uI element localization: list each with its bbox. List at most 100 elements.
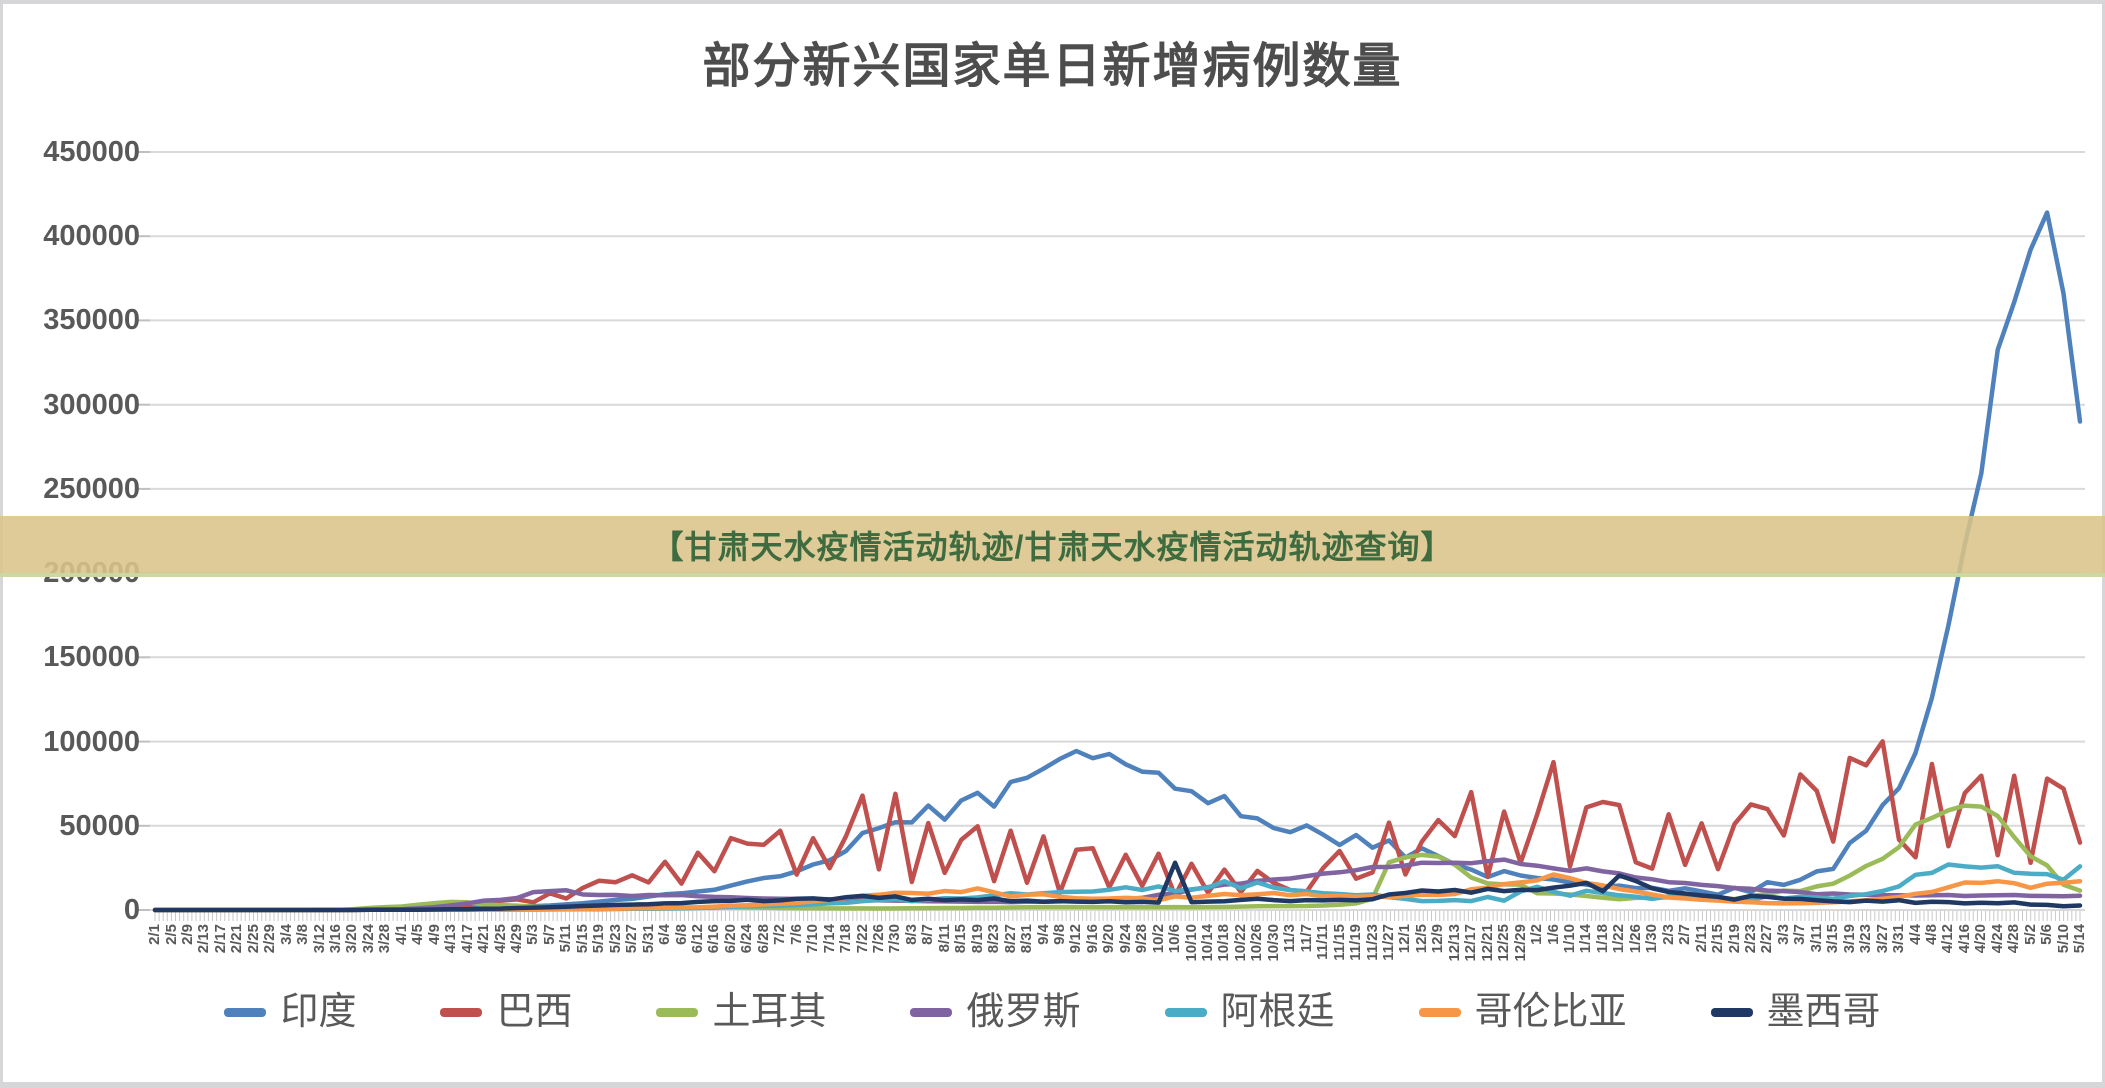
- x-axis-ticks: [154, 911, 2081, 921]
- y-axis-label: 100000: [43, 725, 140, 758]
- x-axis-label: 9/16: [1083, 924, 1101, 954]
- chart-legend: 印度 巴西 土耳其 俄罗斯 阿根廷 哥伦比亚 墨西哥: [0, 982, 2105, 1042]
- x-axis-label: 12/13: [1445, 924, 1463, 962]
- x-axis-label: 2/23: [1741, 924, 1759, 954]
- x-axis-label: 4/8: [1922, 924, 1940, 945]
- x-axis-label: 12/29: [1511, 924, 1529, 962]
- x-axis-label: 11/15: [1330, 924, 1348, 961]
- x-axis-label: 4/4: [1906, 924, 1924, 945]
- legend-swatch-mexico: [1710, 1007, 1753, 1017]
- x-axis-label: 10/10: [1182, 924, 1200, 962]
- x-axis-label: 9/12: [1067, 924, 1085, 954]
- x-axis-label: 4/5: [409, 924, 427, 945]
- x-axis-label: 4/25: [491, 924, 509, 954]
- x-axis-label: 12/9: [1429, 924, 1447, 954]
- x-axis-label: 8/31: [1018, 924, 1035, 954]
- x-axis-label: 9/24: [1116, 924, 1134, 954]
- promo-banner-text: 【甘肃天水疫情活动轨迹/甘肃天水疫情活动轨迹查询】: [651, 528, 1454, 565]
- x-axis-label: 8/23: [985, 924, 1003, 954]
- x-axis-label: 1/26: [1626, 924, 1644, 954]
- x-axis-label: 4/16: [1955, 924, 1973, 954]
- x-axis-label: 7/22: [853, 924, 871, 954]
- x-axis-label: 3/19: [1840, 924, 1858, 954]
- x-axis-label: 4/20: [1972, 924, 1990, 954]
- x-axis-label: 3/31: [1890, 924, 1907, 954]
- x-axis-label: 5/7: [540, 924, 558, 945]
- legend-label-mexico: 墨西哥: [1766, 991, 1881, 1033]
- x-axis-label: 2/29: [261, 924, 279, 954]
- chart-title: 部分新兴国家单日新增病例数量: [702, 40, 1403, 93]
- legend-swatch-argentina: [1164, 1007, 1207, 1017]
- x-axis-label: 11/7: [1297, 924, 1315, 953]
- legend-item-brazil: 巴西: [440, 992, 572, 1032]
- x-axis-label: 1/18: [1593, 924, 1611, 954]
- x-axis-label: 10/2: [1149, 924, 1167, 954]
- x-axis-label: 8/11: [935, 924, 953, 953]
- legend-item-russia: 俄罗斯: [910, 991, 1081, 1033]
- x-axis-label: 12/25: [1495, 924, 1513, 962]
- x-axis-label: 6/20: [721, 924, 739, 954]
- x-axis-label: 2/3: [1659, 924, 1677, 945]
- x-axis-label: 5/23: [606, 924, 624, 954]
- legend-swatch-brazil: [440, 1007, 483, 1017]
- x-axis-label: 3/7: [1791, 924, 1809, 945]
- x-axis-label: 10/6: [1166, 924, 1184, 954]
- x-axis-label: 3/3: [1774, 924, 1792, 945]
- x-axis-label: 2/25: [244, 924, 262, 954]
- x-axis-label: 11/27: [1380, 924, 1397, 961]
- x-axis-label: 4/21: [475, 924, 493, 954]
- x-axis-label: 12/5: [1412, 924, 1430, 954]
- x-axis-label: 3/16: [327, 924, 344, 954]
- x-axis-label: 5/27: [623, 924, 641, 954]
- legend-label-colombia: 哥伦比亚: [1474, 991, 1627, 1033]
- x-axis-label: 5/31: [639, 924, 657, 954]
- y-axis-label: 150000: [43, 641, 140, 674]
- y-axis-label: 300000: [43, 388, 140, 421]
- x-axis-label: 7/18: [837, 924, 854, 954]
- x-axis-label: 10/22: [1231, 924, 1249, 962]
- x-axis-label: 8/7: [919, 924, 937, 945]
- x-axis-label: 5/10: [2054, 924, 2072, 954]
- legend-label-turkey: 土耳其: [712, 991, 827, 1033]
- x-axis-label: 7/2: [771, 924, 789, 945]
- legend-swatch-russia: [910, 1007, 953, 1017]
- y-axis-label: 0: [123, 894, 140, 926]
- x-axis-label: 3/27: [1873, 924, 1891, 954]
- x-axis-label: 2/1: [146, 924, 163, 945]
- x-axis-label: 9/20: [1100, 924, 1118, 954]
- x-axis-label: 3/24: [359, 924, 377, 954]
- x-axis-label: 10/26: [1248, 924, 1266, 962]
- x-axis-label: 10/14: [1199, 924, 1216, 962]
- legend-label-argentina: 阿根廷: [1220, 991, 1335, 1033]
- x-axis-label: 2/7: [1676, 924, 1694, 945]
- x-axis-label: 6/16: [705, 924, 723, 954]
- x-axis-label: 1/2: [1528, 924, 1546, 945]
- x-axis-label: 2/21: [228, 924, 246, 954]
- x-axis-label: 12/17: [1462, 924, 1480, 962]
- x-axis-label: 7/26: [869, 924, 887, 954]
- x-axis-label: 2/5: [162, 924, 180, 945]
- legend-swatch-turkey: [656, 1007, 699, 1017]
- legend-label-russia: 俄罗斯: [966, 991, 1081, 1033]
- series-line-mexico: [152, 860, 2083, 913]
- x-axis-label: 2/11: [1692, 924, 1710, 953]
- x-axis-label: 10/18: [1215, 924, 1233, 962]
- x-axis-label: 11/23: [1363, 924, 1381, 961]
- x-axis-label: 3/28: [376, 924, 394, 954]
- x-axis-label: 4/17: [458, 924, 476, 954]
- x-axis-label: 11/11: [1314, 924, 1332, 960]
- x-axis-label: 8/27: [1001, 924, 1019, 954]
- x-axis-label: 8/3: [902, 924, 920, 945]
- x-axis-label: 3/4: [277, 924, 295, 945]
- x-axis-label: 7/10: [804, 924, 822, 954]
- x-axis-label: 3/15: [1824, 924, 1842, 954]
- y-axis-label: 250000: [43, 472, 140, 505]
- legend-swatch-colombia: [1418, 1007, 1461, 1017]
- x-axis-label: 1/14: [1577, 924, 1595, 954]
- x-axis-label: 12/21: [1478, 924, 1496, 962]
- x-axis-label: 3/8: [294, 924, 312, 945]
- series-line-turkey: [152, 803, 2083, 913]
- x-axis-label: 5/3: [524, 924, 542, 945]
- x-axis-label: 12/1: [1396, 924, 1414, 954]
